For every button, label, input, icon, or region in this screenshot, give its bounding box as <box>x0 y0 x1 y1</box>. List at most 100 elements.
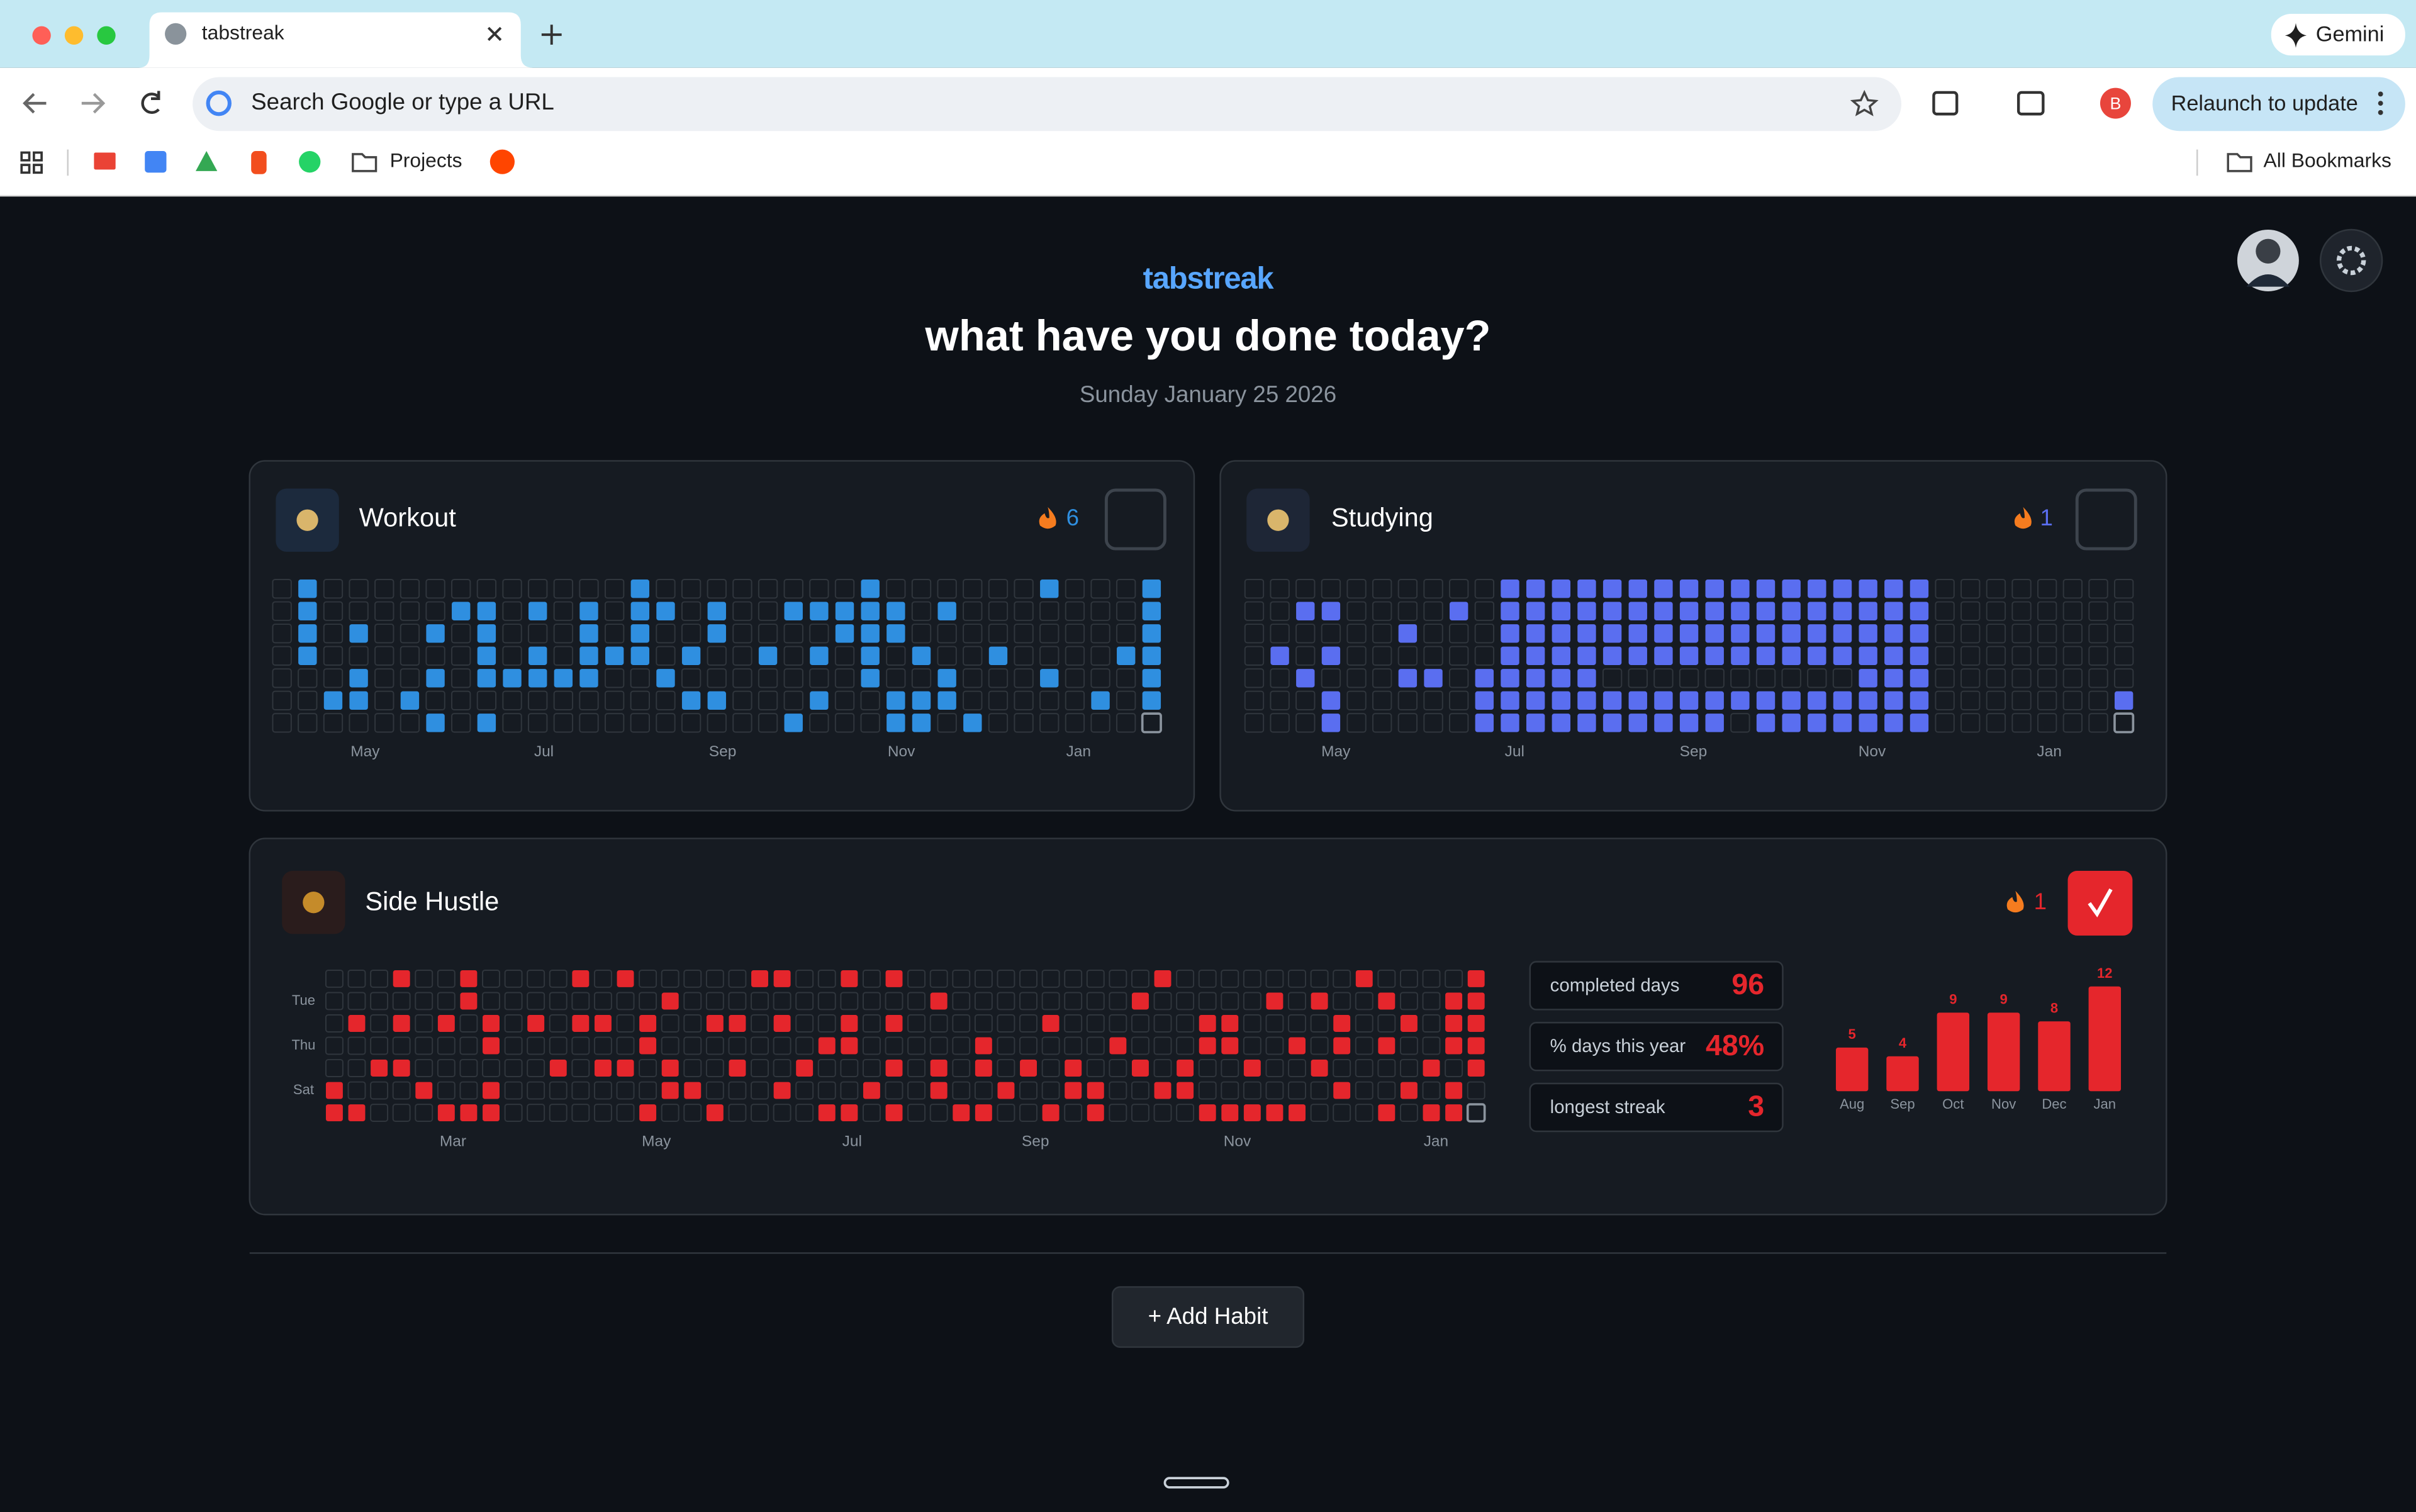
check-button[interactable] <box>1104 488 1166 551</box>
day-cell <box>1087 1104 1104 1122</box>
day-cell <box>1377 1081 1396 1100</box>
bookmark-star[interactable] <box>1850 89 1879 116</box>
bookmark-projects[interactable]: Projects <box>390 149 462 172</box>
calendar-bookmark[interactable] <box>145 151 167 173</box>
figma-bookmark[interactable] <box>251 151 267 174</box>
relaunch-button[interactable] <box>2152 77 2405 132</box>
profile-avatar[interactable] <box>2100 87 2131 119</box>
day-cell <box>1445 992 1463 1010</box>
day-cell <box>437 1059 456 1077</box>
folder-icon[interactable] <box>352 153 378 172</box>
day-cell <box>1086 970 1105 988</box>
minimize-window[interactable] <box>64 26 84 45</box>
check-button[interactable] <box>2067 870 2133 936</box>
day-cell <box>1935 646 1955 666</box>
day-cell <box>1399 970 1418 988</box>
heading: what have you done today? <box>925 311 1491 360</box>
day-cell <box>758 668 778 688</box>
day-cell <box>617 1060 634 1077</box>
close-window[interactable] <box>32 26 51 45</box>
day-cell <box>732 624 752 644</box>
back-button[interactable] <box>23 92 47 114</box>
day-cell <box>527 1081 545 1100</box>
day-cell <box>1265 1014 1284 1033</box>
day-cell <box>860 690 880 710</box>
day-cell <box>1422 1081 1441 1100</box>
day-cell <box>1423 690 1443 710</box>
day-cell <box>1705 580 1724 598</box>
day-cell <box>809 579 829 599</box>
new-tab[interactable] <box>541 25 562 45</box>
active-tab[interactable] <box>138 12 534 68</box>
drive-bookmark[interactable] <box>196 151 218 171</box>
day-cell <box>1109 1104 1127 1123</box>
day-cell <box>937 713 957 733</box>
day-cell <box>1333 1037 1351 1055</box>
day-cell <box>1266 992 1284 1010</box>
day-cell <box>1422 992 1441 1011</box>
day-cell <box>732 713 752 733</box>
day-cell <box>1602 691 1622 710</box>
forward-button[interactable] <box>81 92 106 114</box>
day-cell <box>1859 646 1877 665</box>
day-cell <box>553 601 574 621</box>
add-habit-label: + Add Habit <box>1148 1303 1268 1329</box>
day-cell <box>907 1104 926 1123</box>
gemini-button[interactable] <box>2271 14 2405 56</box>
reload-button[interactable] <box>141 91 160 115</box>
day-cell <box>1131 1060 1149 1077</box>
day-cell <box>707 668 727 688</box>
maximize-window[interactable] <box>97 26 116 45</box>
settings-button[interactable] <box>2319 228 2383 293</box>
day-cell <box>834 713 855 733</box>
day-cell <box>616 1014 635 1033</box>
extensions-button[interactable] <box>1932 91 1959 116</box>
day-cell <box>707 579 727 599</box>
day-cell <box>1142 691 1161 710</box>
day-cell <box>553 646 574 666</box>
day-cell <box>1705 691 1724 710</box>
day-cell <box>2037 646 2057 666</box>
day-cell <box>758 601 778 621</box>
month-label: Sep <box>1022 1133 1049 1150</box>
omnibox[interactable] <box>193 77 1902 132</box>
day-cell <box>809 713 829 733</box>
day-cell <box>579 669 598 688</box>
day-cell <box>528 602 547 620</box>
day-cell <box>1321 646 1341 665</box>
day-cell <box>549 1014 568 1033</box>
day-cell <box>1321 691 1341 710</box>
check-button[interactable] <box>2075 488 2137 551</box>
day-cell <box>656 624 676 644</box>
apps-icon[interactable] <box>20 151 43 174</box>
day-cell <box>1704 668 1725 688</box>
tab-close[interactable] <box>487 26 502 42</box>
day-cell <box>1142 624 1161 643</box>
day-cell <box>1501 691 1519 710</box>
all-bookmarks[interactable]: All Bookmarks <box>2264 149 2391 172</box>
day-cell <box>1346 601 1367 621</box>
tab-search-button[interactable] <box>2016 91 2045 116</box>
gmail-bookmark[interactable] <box>94 152 116 170</box>
day-cell <box>2113 712 2135 734</box>
day-cell <box>1355 970 1373 987</box>
day-cell <box>988 668 1009 688</box>
day-cell <box>1423 713 1443 733</box>
reddit-bookmark[interactable] <box>489 149 515 174</box>
whatsapp-bookmark[interactable] <box>299 151 321 173</box>
day-cell <box>323 579 344 599</box>
menu-dots[interactable] <box>2378 91 2383 115</box>
day-cell <box>349 646 369 666</box>
day-cell <box>1782 691 1801 710</box>
day-cell <box>1199 1037 1216 1055</box>
day-cell <box>630 713 650 733</box>
all-bookmarks-icon[interactable] <box>2227 153 2252 172</box>
day-cell <box>477 646 496 665</box>
day-cell <box>1065 601 1085 621</box>
day-cell <box>656 602 675 620</box>
add-habit-button[interactable] <box>1111 1286 1305 1348</box>
day-cell <box>886 646 906 666</box>
day-cell <box>834 690 855 710</box>
day-cell <box>834 646 855 666</box>
